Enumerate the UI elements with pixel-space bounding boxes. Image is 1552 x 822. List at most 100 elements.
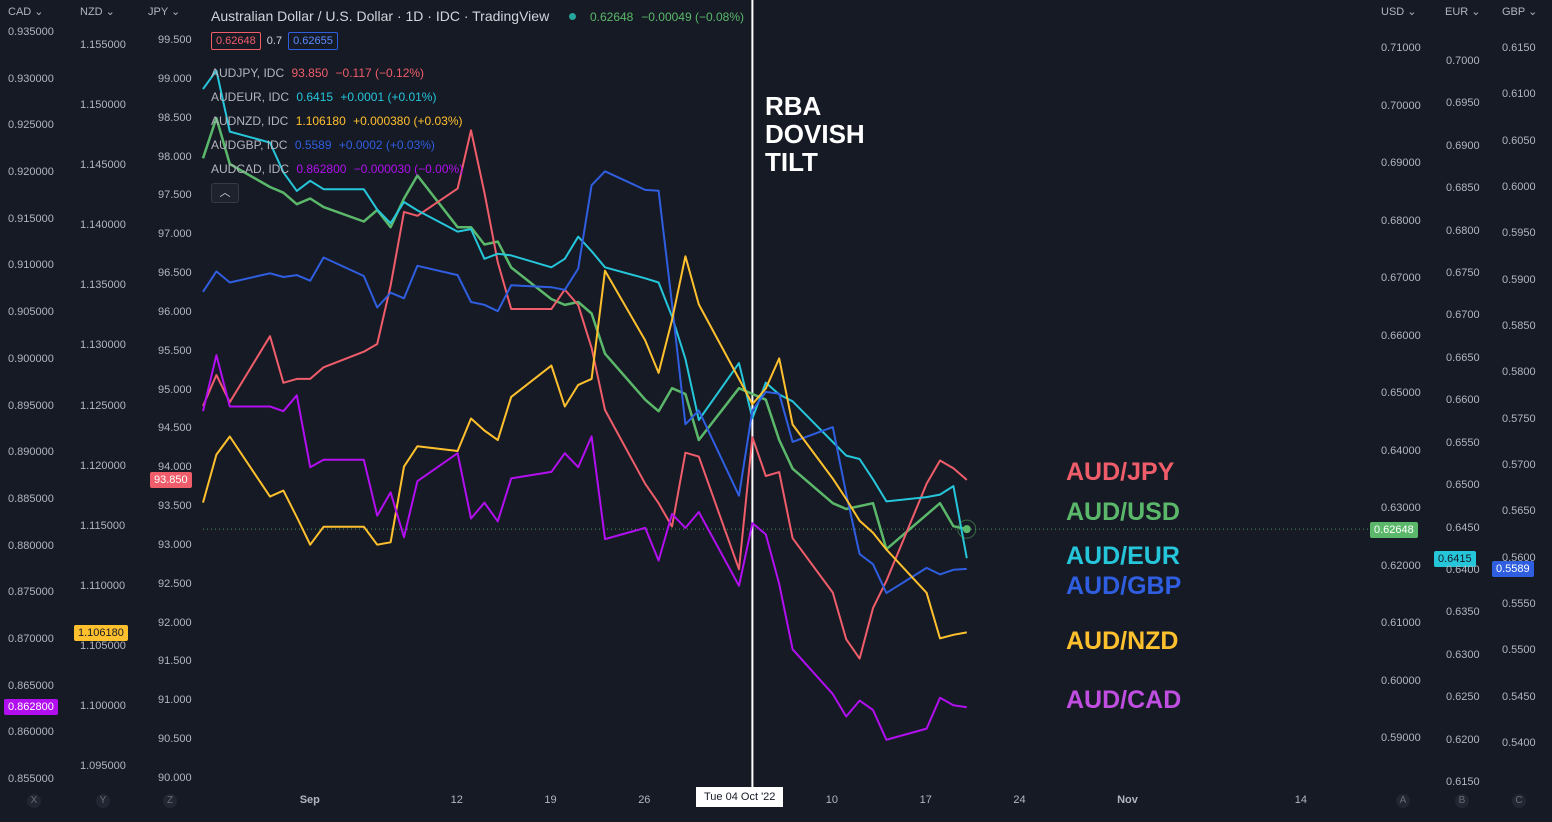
eur-axis-tick: 0.6900 bbox=[1446, 139, 1480, 152]
crosshair-date-label: Tue 04 Oct '22 bbox=[696, 787, 784, 807]
jpy-axis-tick: 95.000 bbox=[158, 383, 192, 396]
eur-scale-selector[interactable]: EUR ⌄ bbox=[1445, 6, 1481, 18]
eur-axis-tick: 0.6950 bbox=[1446, 97, 1480, 110]
jpy-axis-tick: 94.000 bbox=[158, 461, 192, 474]
jpy-axis-tick: 92.500 bbox=[158, 577, 192, 590]
current-point-halo bbox=[957, 519, 977, 539]
eur-axis-tick: 0.6650 bbox=[1446, 351, 1480, 364]
cad-axis-tick: 0.930000 bbox=[8, 72, 54, 85]
eur-axis-tick: 0.6300 bbox=[1446, 648, 1480, 661]
label-audgbp: AUD/GBP bbox=[1066, 572, 1182, 600]
x-axis-tick: 17 bbox=[919, 794, 932, 806]
axis-x-button[interactable]: X bbox=[27, 794, 41, 808]
usd-axis-tick: 0.62000 bbox=[1381, 559, 1421, 572]
ask-box[interactable]: 0.62655 bbox=[288, 32, 338, 50]
axis-b-button[interactable]: B bbox=[1455, 794, 1469, 808]
nzd-last-flag: 1.106180 bbox=[74, 625, 128, 641]
usd-last-flag: 0.62648 bbox=[1370, 522, 1418, 538]
gbp-axis-tick: 0.5950 bbox=[1502, 227, 1536, 240]
jpy-axis-tick: 97.000 bbox=[158, 228, 192, 241]
series-line-aud-jpy bbox=[202, 129, 968, 660]
symbol-title: Australian Dollar / U.S. Dollar · 1D · I… bbox=[211, 8, 550, 24]
nzd-axis-tick: 1.150000 bbox=[80, 99, 126, 112]
axis-y-button[interactable]: Y bbox=[96, 794, 110, 808]
cad-axis-tick: 0.920000 bbox=[8, 166, 54, 179]
gbp-axis-tick: 0.5550 bbox=[1502, 598, 1536, 610]
nzd-scale-selector[interactable]: NZD ⌄ bbox=[80, 6, 115, 18]
jpy-axis-tick: 96.500 bbox=[158, 267, 192, 280]
usd-scale-selector[interactable]: USD ⌄ bbox=[1381, 6, 1417, 18]
legend-row-audjpy[interactable]: AUDJPY, IDC 93.850 −0.117 (−0.12%) bbox=[211, 66, 425, 80]
jpy-axis-tick: 98.500 bbox=[158, 111, 192, 124]
cad-axis-tick: 0.900000 bbox=[8, 352, 54, 365]
legend-row-audnzd[interactable]: AUDNZD, IDC 1.106180 +0.000380 (+0.03%) bbox=[211, 114, 463, 128]
cad-axis-tick: 0.865000 bbox=[8, 679, 54, 692]
gbp-axis-tick: 0.5850 bbox=[1502, 320, 1536, 332]
usd-axis-tick: 0.60000 bbox=[1381, 674, 1421, 687]
x-axis-tick: 12 bbox=[450, 794, 463, 806]
nzd-axis-tick: 1.115000 bbox=[80, 519, 126, 532]
gbp-axis-tick: 0.5750 bbox=[1502, 412, 1536, 425]
legend-row-audgbp[interactable]: AUDGBP, IDC 0.5589 +0.0002 (+0.03%) bbox=[211, 138, 435, 152]
jpy-axis-tick: 93.000 bbox=[158, 538, 192, 551]
axis-c-button[interactable]: C bbox=[1512, 794, 1526, 808]
gbp-axis-tick: 0.5500 bbox=[1502, 644, 1536, 657]
cad-axis-tick: 0.875000 bbox=[8, 586, 54, 599]
gbp-axis-tick: 0.5900 bbox=[1502, 273, 1536, 286]
axis-a-button[interactable]: A bbox=[1396, 794, 1410, 808]
jpy-axis-tick: 92.000 bbox=[158, 616, 192, 629]
jpy-scale-selector[interactable]: JPY ⌄ bbox=[148, 6, 181, 18]
cad-axis-tick: 0.885000 bbox=[8, 492, 54, 505]
jpy-axis-tick: 93.500 bbox=[158, 500, 192, 513]
usd-axis-tick: 0.61000 bbox=[1381, 617, 1421, 629]
jpy-axis-tick: 94.500 bbox=[158, 422, 192, 435]
x-axis-tick: 24 bbox=[1013, 794, 1026, 806]
gbp-scale-selector[interactable]: GBP ⌄ bbox=[1502, 6, 1538, 18]
cad-axis-tick: 0.915000 bbox=[8, 212, 54, 225]
rba-annotation: RBA DOVISH TILT bbox=[765, 91, 865, 177]
current-point-marker bbox=[962, 525, 971, 534]
bid-box[interactable]: 0.62648 bbox=[211, 32, 261, 50]
nzd-axis-tick: 1.130000 bbox=[80, 339, 126, 352]
cad-axis-tick: 0.895000 bbox=[8, 399, 54, 412]
usd-axis-tick: 0.67000 bbox=[1381, 272, 1421, 284]
cad-axis-tick: 0.935000 bbox=[8, 26, 54, 38]
gbp-axis-tick: 0.6050 bbox=[1502, 134, 1536, 147]
cad-axis-tick: 0.870000 bbox=[8, 632, 54, 645]
usd-axis-tick: 0.63000 bbox=[1381, 502, 1421, 514]
jpy-axis-tick: 99.500 bbox=[158, 34, 192, 46]
legend-row-audeur[interactable]: AUDEUR, IDC 0.6415 +0.0001 (+0.01%) bbox=[211, 90, 437, 104]
eur-axis-tick: 0.6550 bbox=[1446, 436, 1480, 449]
axis-z-button[interactable]: Z bbox=[163, 794, 177, 808]
cad-scale-selector[interactable]: CAD ⌄ bbox=[8, 6, 44, 18]
legend-collapse-button[interactable]: ︿ bbox=[211, 183, 239, 203]
eur-axis-tick: 0.6500 bbox=[1446, 479, 1480, 492]
cad-axis-tick: 0.910000 bbox=[8, 259, 54, 272]
cad-axis-tick: 0.905000 bbox=[8, 306, 54, 319]
x-axis-tick: 26 bbox=[638, 794, 651, 806]
symbol-header[interactable]: Australian Dollar / U.S. Dollar · 1D · I… bbox=[211, 8, 744, 24]
jpy-axis-tick: 91.000 bbox=[158, 694, 192, 707]
nzd-axis-tick: 1.120000 bbox=[80, 459, 126, 472]
usd-axis-tick: 0.69000 bbox=[1381, 157, 1421, 169]
x-axis-tick: 14 bbox=[1294, 794, 1308, 806]
eur-axis-tick: 0.6750 bbox=[1446, 267, 1480, 280]
legend-row-audcad[interactable]: AUDCAD, IDC 0.862800 −0.000030 (−0.00%) bbox=[211, 162, 464, 176]
label-audjpy: AUD/JPY bbox=[1066, 458, 1175, 486]
jpy-axis-tick: 96.000 bbox=[158, 305, 192, 318]
usd-axis-tick: 0.64000 bbox=[1381, 444, 1421, 457]
gbp-last-flag: 0.5589 bbox=[1492, 561, 1534, 577]
eur-axis-tick: 0.7000 bbox=[1446, 55, 1480, 67]
chevron-up-icon: ︿ bbox=[219, 187, 231, 199]
nzd-axis-tick: 1.100000 bbox=[80, 699, 126, 712]
spread-value: 0.7 bbox=[266, 35, 283, 47]
gbp-axis-tick: 0.5800 bbox=[1502, 366, 1536, 379]
x-axis-tick: 19 bbox=[544, 794, 557, 806]
series-line-aud-nzd bbox=[202, 255, 967, 640]
cad-axis-tick: 0.860000 bbox=[8, 726, 54, 739]
eur-axis-tick: 0.6400 bbox=[1446, 563, 1480, 576]
nzd-axis-tick: 1.105000 bbox=[80, 639, 126, 652]
x-axis-tick: Nov bbox=[1117, 794, 1138, 806]
nzd-axis-tick: 1.110000 bbox=[80, 579, 126, 592]
